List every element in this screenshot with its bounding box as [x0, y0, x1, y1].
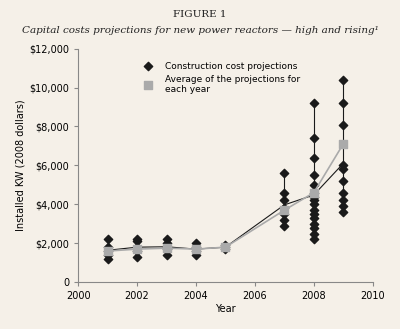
- Construction cost projections: [193, 248, 199, 254]
- Construction cost projections: [310, 208, 317, 213]
- Construction cost projections: [310, 212, 317, 217]
- Construction cost projections: [134, 237, 140, 242]
- Construction cost projections: [310, 194, 317, 199]
- Average of the projections for
each year: [222, 244, 229, 250]
- Construction cost projections: [134, 244, 140, 250]
- Construction cost projections: [310, 225, 317, 230]
- Text: FIGURE 1: FIGURE 1: [173, 10, 227, 19]
- Construction cost projections: [163, 246, 170, 252]
- Y-axis label: Installed KW (2008 dollars): Installed KW (2008 dollars): [15, 100, 25, 231]
- Construction cost projections: [134, 239, 140, 244]
- Construction cost projections: [163, 240, 170, 246]
- Construction cost projections: [193, 244, 199, 250]
- Construction cost projections: [340, 100, 346, 106]
- Construction cost projections: [310, 202, 317, 207]
- Construction cost projections: [340, 167, 346, 172]
- Construction cost projections: [281, 198, 288, 203]
- Construction cost projections: [222, 242, 229, 248]
- Construction cost projections: [281, 190, 288, 195]
- Construction cost projections: [340, 190, 346, 195]
- Construction cost projections: [310, 190, 317, 195]
- Construction cost projections: [222, 244, 229, 250]
- Construction cost projections: [281, 206, 288, 211]
- Construction cost projections: [281, 170, 288, 176]
- Construction cost projections: [163, 244, 170, 250]
- Construction cost projections: [340, 122, 346, 127]
- Construction cost projections: [310, 100, 317, 106]
- Average of the projections for
each year: [193, 246, 199, 252]
- Construction cost projections: [310, 136, 317, 141]
- Construction cost projections: [310, 198, 317, 203]
- X-axis label: Year: Year: [215, 304, 236, 314]
- Construction cost projections: [193, 240, 199, 246]
- Construction cost projections: [104, 237, 111, 242]
- Average of the projections for
each year: [310, 190, 317, 195]
- Average of the projections for
each year: [104, 248, 111, 254]
- Text: Capital costs projections for new power reactors — high and rising¹: Capital costs projections for new power …: [22, 26, 378, 35]
- Construction cost projections: [310, 221, 317, 226]
- Construction cost projections: [340, 204, 346, 209]
- Average of the projections for
each year: [340, 141, 346, 147]
- Construction cost projections: [222, 246, 229, 252]
- Construction cost projections: [340, 178, 346, 184]
- Average of the projections for
each year: [134, 246, 140, 252]
- Construction cost projections: [340, 210, 346, 215]
- Construction cost projections: [104, 248, 111, 254]
- Construction cost projections: [134, 248, 140, 254]
- Average of the projections for
each year: [281, 208, 288, 213]
- Construction cost projections: [310, 215, 317, 220]
- Construction cost projections: [281, 212, 288, 217]
- Construction cost projections: [340, 198, 346, 203]
- Construction cost projections: [310, 182, 317, 188]
- Construction cost projections: [104, 256, 111, 262]
- Construction cost projections: [163, 237, 170, 242]
- Construction cost projections: [310, 172, 317, 178]
- Construction cost projections: [340, 77, 346, 82]
- Construction cost projections: [163, 252, 170, 258]
- Construction cost projections: [340, 163, 346, 168]
- Construction cost projections: [281, 223, 288, 228]
- Construction cost projections: [104, 252, 111, 258]
- Construction cost projections: [134, 254, 140, 260]
- Legend: Construction cost projections, Average of the projections for
each year: Construction cost projections, Average o…: [136, 58, 303, 98]
- Construction cost projections: [281, 217, 288, 222]
- Average of the projections for
each year: [163, 245, 170, 251]
- Construction cost projections: [310, 155, 317, 160]
- Construction cost projections: [193, 252, 199, 258]
- Construction cost projections: [104, 244, 111, 250]
- Construction cost projections: [310, 237, 317, 242]
- Construction cost projections: [310, 231, 317, 236]
